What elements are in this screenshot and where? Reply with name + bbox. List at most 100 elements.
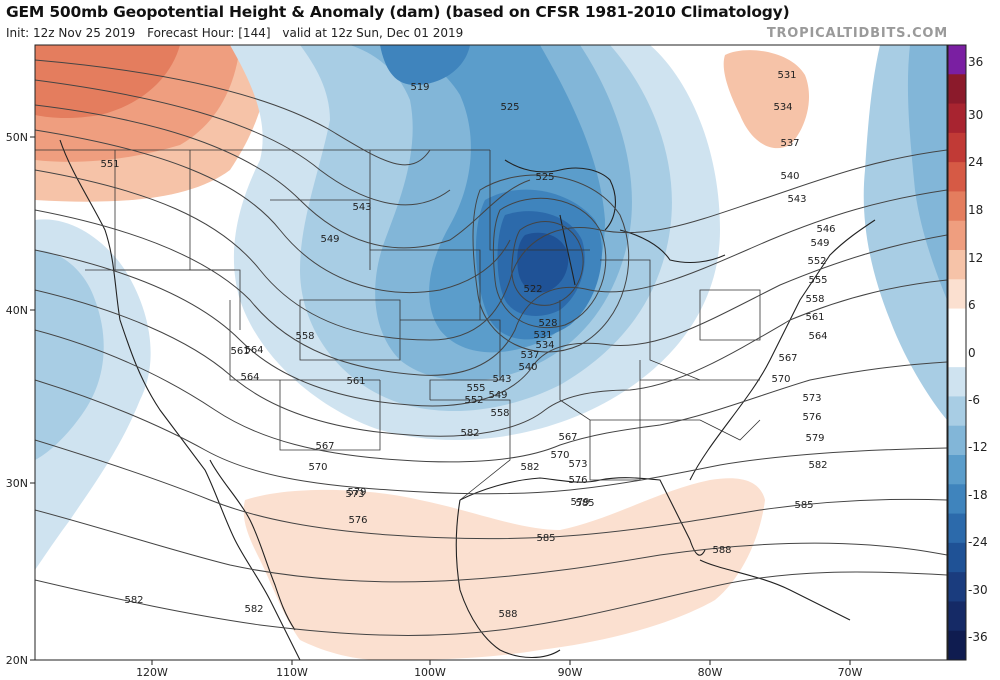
- colorbar-swatch: [948, 45, 966, 75]
- contour-label: 564: [808, 331, 827, 342]
- utah-arizona-border: [229, 300, 380, 381]
- axis-ticks: [30, 136, 851, 665]
- contour-label: 531: [777, 70, 796, 81]
- contour-label: 551: [100, 159, 119, 170]
- contour-label: 525: [500, 102, 519, 113]
- contour-549: [35, 189, 947, 376]
- contour-555: [35, 234, 947, 407]
- lon-label-70w: 70W: [838, 666, 863, 679]
- contour: [35, 79, 451, 206]
- colorbar-swatch: [948, 601, 966, 632]
- minnesota-iowa-border: [489, 150, 590, 251]
- contour-label: 582: [460, 428, 479, 439]
- colorbar-swatch: [948, 103, 966, 134]
- valid-time: valid at 12z Sun, Dec 01 2019: [282, 26, 464, 40]
- contour-label: 582: [808, 460, 827, 471]
- contour-label: 561: [230, 346, 249, 357]
- lat-label-20n: 20N: [6, 654, 28, 667]
- colorado-border: [299, 299, 401, 361]
- colorbar-swatch: [948, 250, 966, 280]
- lat-label-30n: 30N: [6, 477, 28, 490]
- contour-label: 525: [535, 172, 554, 183]
- contour-label: 555: [466, 383, 485, 394]
- colorbar-label: 30: [968, 108, 984, 122]
- cold-anomaly-northeast-core: [907, 45, 947, 300]
- colorbar-label: 24: [968, 155, 984, 169]
- forecast-info: Init: 12z Nov 25 2019 Forecast Hour: [14…: [6, 26, 471, 40]
- contour-label: 546: [816, 224, 835, 235]
- cold-anomaly-center: [517, 232, 569, 293]
- contour-label: 582: [124, 595, 143, 606]
- contour-label: 576: [802, 412, 821, 423]
- gulf-coast: [459, 477, 706, 556]
- colorbar-swatch: [948, 132, 966, 163]
- contour-567: [35, 329, 947, 463]
- contour-label: 549: [810, 238, 829, 249]
- contour-label: 573: [802, 393, 821, 404]
- contour-label: 537: [780, 138, 799, 149]
- warm-anomaly-south: [243, 478, 766, 660]
- contour-label: 579: [805, 433, 824, 444]
- contour-label: 540: [780, 171, 799, 182]
- colorbar-swatch: [948, 74, 966, 105]
- contour-label: 555: [808, 275, 827, 286]
- colorbar-label: -18: [968, 488, 988, 502]
- contour-label: 564: [244, 345, 263, 356]
- init-time: Init: 12z Nov 25 2019: [6, 26, 136, 40]
- contour-label: 552: [464, 395, 483, 406]
- contour-579: [35, 439, 947, 540]
- contour-585: [35, 509, 947, 583]
- contour-label: 573: [345, 489, 364, 500]
- contour-label: 573: [568, 459, 587, 470]
- contour-label: 534: [535, 340, 554, 351]
- colorbar-label: 0: [968, 346, 976, 360]
- lon-label-80w: 80W: [698, 666, 723, 679]
- contour-label: 585: [575, 498, 594, 509]
- carolinas-border: [699, 419, 761, 441]
- contour-543: [35, 149, 947, 341]
- colorbar-label: -12: [968, 440, 988, 454]
- contour-label: 570: [308, 462, 327, 473]
- colorbar-swatch: [948, 455, 966, 485]
- contour-label: 567: [315, 441, 334, 452]
- contour-label: 552: [807, 256, 826, 267]
- contour-label: 540: [518, 362, 537, 373]
- colorbar-swatch: [948, 425, 966, 456]
- pennsylvania-border: [699, 289, 761, 341]
- atlantic-coastline: [689, 219, 876, 481]
- colorbar-label: -24: [968, 535, 988, 549]
- lon-label-110w: 110W: [276, 666, 308, 679]
- cuba-coast: [699, 559, 851, 621]
- colorbar-swatch: [948, 572, 966, 602]
- contour-label: 549: [320, 234, 339, 245]
- colorbar-swatch: [948, 396, 966, 427]
- map-frame: [34, 44, 948, 661]
- contour-label: 570: [771, 374, 790, 385]
- colorbar-label: -30: [968, 583, 988, 597]
- contour-label: 585: [536, 533, 555, 544]
- lon-label-90w: 90W: [558, 666, 583, 679]
- lat-label-40n: 40N: [6, 304, 28, 317]
- contour-label: 558: [805, 294, 824, 305]
- colorbar-label: -36: [968, 630, 988, 644]
- contour-label: 522: [523, 284, 542, 295]
- contour-label: 576: [568, 475, 587, 486]
- contour-label: 579: [570, 497, 589, 508]
- contour-573: [35, 379, 947, 495]
- dakotas-border: [369, 150, 481, 320]
- contour: [35, 129, 511, 293]
- contour-label: 567: [778, 353, 797, 364]
- warm-anomaly-northeast: [723, 50, 810, 149]
- colorbar-swatch: [948, 308, 966, 339]
- contour-label: 582: [520, 462, 539, 473]
- contour-label: 561: [805, 312, 824, 323]
- contour-label: 543: [492, 374, 511, 385]
- contour-label: 561: [346, 376, 365, 387]
- contour-588: [35, 571, 947, 636]
- contour-label: 558: [295, 331, 314, 342]
- low-contour-3: [472, 174, 630, 353]
- lon-label-100w: 100W: [414, 666, 446, 679]
- nevada-border: [85, 269, 241, 330]
- contour-label: 531: [533, 330, 552, 341]
